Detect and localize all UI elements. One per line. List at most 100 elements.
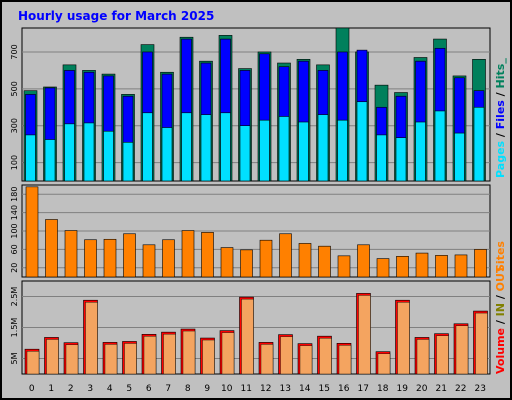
bar-pages <box>415 121 426 182</box>
bar-sites <box>474 249 487 278</box>
x-tick-label: 22 <box>455 384 466 394</box>
x-tick-label: 11 <box>241 384 252 394</box>
bar-sites <box>454 254 468 278</box>
bar-pages <box>376 134 387 182</box>
y-tick-labels: 100 300 500 700 20 60 100 140 180 5M 1.5M 2.5M <box>10 44 19 364</box>
legend-middle: Sites <box>494 241 507 272</box>
bar-sites <box>162 239 175 278</box>
bar-pages <box>103 130 114 182</box>
y-tick-label: 100 <box>10 155 19 170</box>
panel-top <box>21 27 491 182</box>
bar-pages <box>161 127 173 182</box>
bar-volume-out <box>104 344 118 375</box>
bar-pages <box>337 119 348 182</box>
x-tick-label: 19 <box>397 384 409 394</box>
y-tick-label: 2.5M <box>10 287 19 307</box>
bar-volume-out <box>124 343 137 375</box>
y-tick-label: 500 <box>10 81 19 96</box>
x-tick-label: 8 <box>185 384 191 394</box>
bar-volume-out <box>377 353 391 375</box>
y-tick-label: 60 <box>10 244 19 254</box>
bar-pages <box>317 114 329 182</box>
bar-volume-out <box>436 335 449 375</box>
bar-sites <box>64 230 78 278</box>
bar-sites <box>279 233 292 278</box>
bar-sites <box>435 255 448 278</box>
bar-sites <box>201 232 214 278</box>
legend-bottom: Volume / IN / OUT <box>494 265 507 374</box>
x-tick-label: 18 <box>377 384 389 394</box>
bar-sites <box>181 230 195 278</box>
chart-title: Hourly usage for March 2025 <box>18 9 214 23</box>
bar-volume-out <box>163 333 176 375</box>
bar-volume-out <box>143 336 157 375</box>
x-tick-label: 10 <box>221 384 233 394</box>
x-tick-label: 21 <box>436 384 447 394</box>
legend-in: IN <box>494 303 507 316</box>
bar-pages <box>220 112 231 182</box>
y-tick-label: 300 <box>10 118 19 133</box>
x-tick-label: 5 <box>126 384 132 394</box>
bar-sites <box>376 258 390 278</box>
bar-volume-out <box>260 344 274 375</box>
x-tick-label: 1 <box>48 384 54 394</box>
bar-volume-out <box>241 298 254 375</box>
x-tick-label: 16 <box>338 384 350 394</box>
bar-volume-out <box>46 339 59 375</box>
y-tick-label: 180 <box>10 187 19 202</box>
bar-volume-out <box>397 302 410 375</box>
x-tick-label: 2 <box>68 384 74 394</box>
bar-pages <box>44 139 56 182</box>
chart-bars <box>23 27 488 375</box>
bar-pages <box>83 122 95 182</box>
y-tick-label: 5M <box>10 352 19 364</box>
bar-pages <box>298 121 309 182</box>
bar-sites <box>415 252 429 278</box>
bar-sites <box>45 219 58 278</box>
x-tick-label: 23 <box>475 384 486 394</box>
bar-volume-out <box>416 339 430 375</box>
legend-pages: Pages <box>494 140 507 178</box>
bar-volume-out <box>65 344 79 375</box>
bar-pages <box>395 137 407 182</box>
bar-sites <box>84 239 97 278</box>
bar-pages <box>122 141 134 182</box>
bar-volume-out <box>182 330 196 375</box>
bar-pages <box>25 134 36 182</box>
bar-sites <box>337 255 351 278</box>
bar-volume-out <box>299 345 313 375</box>
legend-files: Files <box>494 100 507 130</box>
x-tick-label: 13 <box>280 384 291 394</box>
bar-pages <box>259 119 270 182</box>
bar-sites <box>298 243 312 278</box>
bar-pages <box>64 123 75 182</box>
legend-top: Pages / Files / Hits_ <box>494 58 507 178</box>
x-tick-label: 12 <box>260 384 271 394</box>
x-tick-label: 3 <box>87 384 93 394</box>
x-tick-label: 14 <box>299 384 311 394</box>
bar-volume-out <box>280 336 293 375</box>
bar-sites <box>396 255 409 278</box>
chart-panels <box>21 27 491 375</box>
bar-pages <box>278 116 290 182</box>
bar-sites <box>142 244 156 278</box>
x-tick-labels: 0 1 2 3 4 5 6 7 8 9 10 11 12 13 14 15 16 17 18 19 20 21 22 23 <box>29 384 486 394</box>
bar-sites <box>103 238 117 278</box>
x-tick-label: 17 <box>358 384 369 394</box>
bar-pages <box>356 101 368 182</box>
bar-volume-out <box>202 339 215 375</box>
x-tick-label: 6 <box>146 384 152 394</box>
x-tick-label: 4 <box>107 384 113 394</box>
bar-volume-out <box>85 302 98 375</box>
bar-pages <box>142 112 153 182</box>
bar-sites <box>318 245 331 278</box>
bar-sites <box>259 239 273 278</box>
bar-sites <box>123 233 136 278</box>
bar-sites <box>240 249 253 278</box>
bar-pages <box>181 112 192 182</box>
y-tick-label: 100 <box>10 223 19 238</box>
bar-volume-out <box>455 325 469 375</box>
bar-volume-out <box>358 295 371 375</box>
bar-sites <box>220 247 234 278</box>
